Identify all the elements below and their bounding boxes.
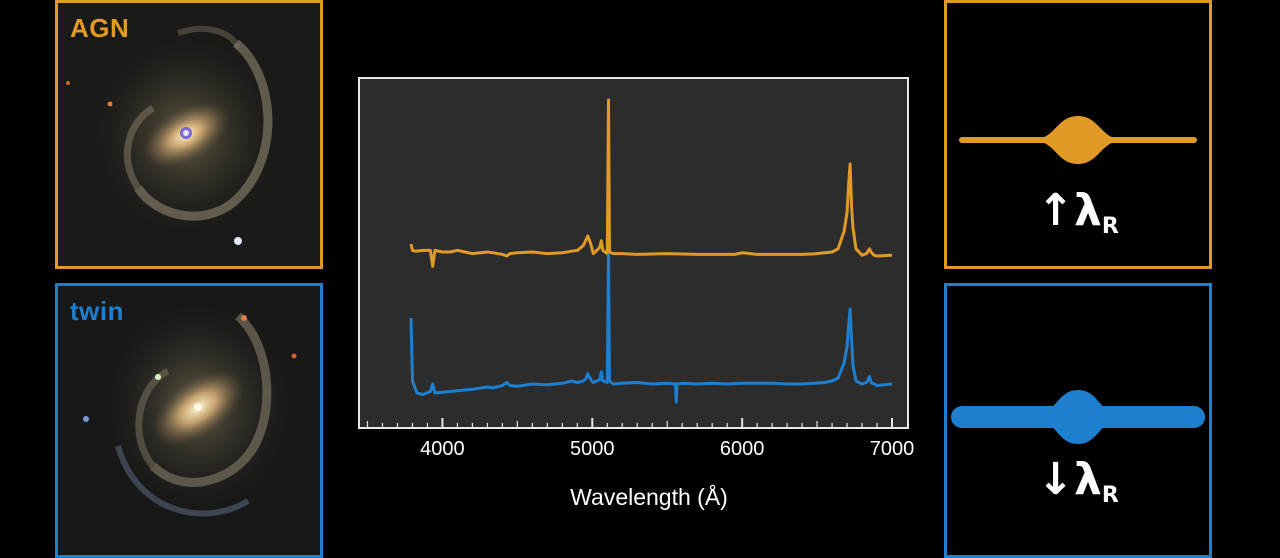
x-axis-title: Wavelength (Å) <box>570 483 728 510</box>
x-tick-label: 5000 <box>570 438 615 460</box>
spectrum-series-group <box>409 98 893 404</box>
lambda-subscript: R <box>1101 214 1119 239</box>
lambda-symbol: λ <box>1074 454 1102 505</box>
x-axis: 4000 5000 6000 7000 <box>366 418 915 460</box>
lambda-symbol: λ <box>1074 185 1102 236</box>
profile-bump <box>1031 116 1125 164</box>
lambda-subscript: R <box>1101 483 1119 508</box>
agn-label: AGN <box>70 13 130 43</box>
thick-line-profile-icon <box>951 390 1205 444</box>
arrow-down-icon: ↓ <box>1037 454 1075 505</box>
x-tick-label: 7000 <box>870 438 915 460</box>
agn-spectrum-line <box>409 98 893 268</box>
twin-label: twin <box>70 296 124 326</box>
agn-profile-panel: ↑λR <box>944 0 1212 269</box>
twin-galaxy-image <box>58 286 320 555</box>
agn-galaxy-panel: AGN <box>55 0 323 269</box>
thin-line-profile-icon <box>959 116 1197 164</box>
lambda-r-decrease: ↓λR <box>947 454 1209 508</box>
twin-profile-panel: ↓λR <box>944 283 1212 558</box>
agn-galaxy-image <box>58 3 320 266</box>
twin-spectrum-line <box>409 253 893 404</box>
arrow-up-icon: ↑ <box>1037 185 1075 236</box>
profile-bump <box>1031 390 1125 444</box>
x-tick-label: 4000 <box>420 438 465 460</box>
lambda-r-increase: ↑λR <box>947 185 1209 239</box>
x-tick-label: 6000 <box>720 438 765 460</box>
